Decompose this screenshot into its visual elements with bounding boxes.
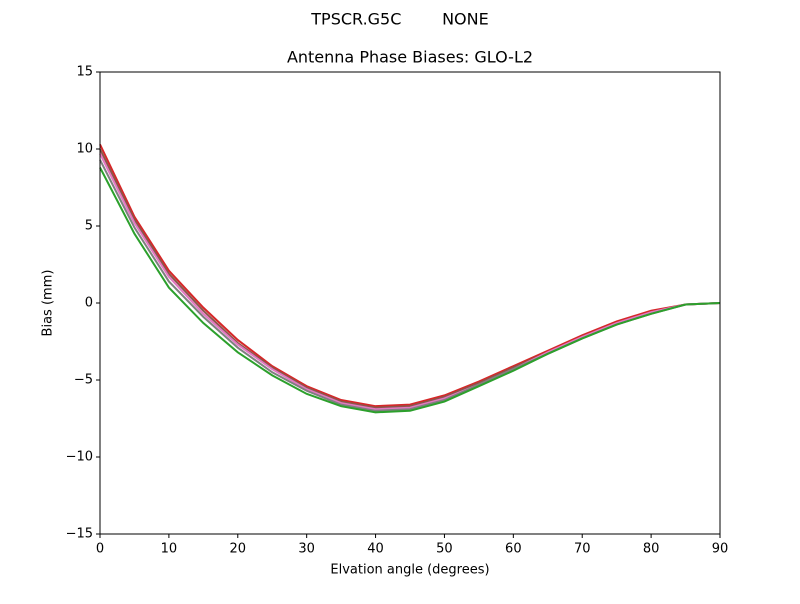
y-axis-label: Bias (mm) (41, 270, 56, 337)
x-tick-label: 20 (230, 542, 247, 557)
y-tick-label: 15 (76, 65, 93, 80)
data-line (99, 153, 721, 411)
x-tick-label: 70 (574, 542, 591, 557)
x-axis-label: Elvation angle (degrees) (330, 563, 489, 578)
y-tick-label: −10 (66, 450, 93, 465)
chart-title: Antenna Phase Biases: GLO-L2 (287, 48, 533, 67)
y-tick-label: −5 (74, 373, 93, 388)
x-tick-label: 50 (436, 542, 453, 557)
y-tick-label: 0 (85, 296, 93, 311)
x-tick-label: 40 (367, 542, 384, 557)
x-tick-label: 0 (96, 542, 104, 557)
x-tick-label: 10 (161, 542, 178, 557)
x-tick-label: 60 (505, 542, 522, 557)
x-tick-label: 30 (298, 542, 315, 557)
data-line (99, 143, 721, 408)
data-line (99, 167, 721, 414)
x-tick-label: 90 (712, 542, 729, 557)
y-tick-label: 5 (85, 219, 93, 234)
y-tick-label: 10 (76, 142, 93, 157)
suptitle: TPSCR.G5C NONE (310, 10, 488, 29)
plot-frame (99, 71, 721, 535)
y-tick-label: −15 (66, 527, 93, 542)
x-tick-label: 80 (643, 542, 660, 557)
